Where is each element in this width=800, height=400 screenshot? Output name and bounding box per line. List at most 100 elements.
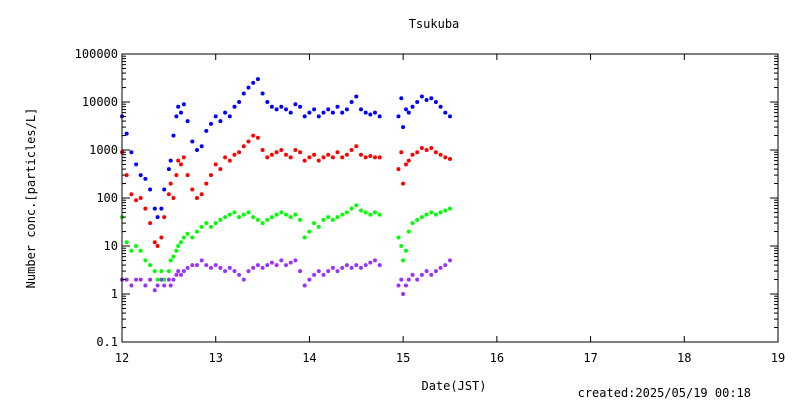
- data-point-series-2: [181, 155, 186, 160]
- data-point-series-1: [138, 173, 143, 178]
- data-point-series-1: [251, 80, 256, 85]
- data-point-series-4: [377, 263, 382, 268]
- data-point-series-1: [298, 104, 303, 109]
- data-point-series-4: [171, 277, 176, 282]
- x-axis-label: Date(JST): [421, 379, 486, 393]
- data-point-series-3: [134, 244, 139, 248]
- data-point-series-4: [373, 258, 377, 263]
- data-point-series-2: [204, 181, 209, 186]
- data-point-series-2: [312, 152, 317, 157]
- data-point-series-3: [368, 212, 373, 217]
- data-point-series-2: [255, 135, 260, 140]
- data-point-series-4: [213, 263, 218, 268]
- data-point-series-1: [448, 114, 452, 119]
- data-point-series-1: [241, 91, 246, 96]
- data-point-series-1: [368, 112, 373, 117]
- data-point-series-3: [241, 212, 246, 217]
- data-point-series-2: [129, 192, 134, 197]
- data-point-series-1: [293, 102, 298, 107]
- data-point-series-4: [284, 263, 288, 268]
- data-point-series-2: [218, 167, 223, 172]
- data-point-series-3: [401, 258, 406, 263]
- data-point-series-1: [354, 94, 359, 99]
- y-axis-label: Number conc.[particles/L]: [24, 108, 38, 289]
- data-point-series-2: [176, 158, 181, 163]
- data-point-series-2: [368, 154, 373, 158]
- data-point-series-1: [166, 167, 171, 172]
- data-point-series-2: [415, 150, 420, 155]
- data-point-series-3: [159, 269, 164, 274]
- data-point-series-3: [179, 240, 183, 245]
- data-point-series-1: [377, 114, 382, 119]
- data-point-series-2: [195, 196, 199, 200]
- data-point-series-1: [260, 91, 265, 96]
- data-point-series-4: [143, 283, 148, 288]
- data-point-series-1: [199, 144, 204, 149]
- created-timestamp: created:2025/05/19 00:18: [578, 386, 751, 400]
- data-point-series-4: [134, 277, 139, 282]
- data-point-series-2: [260, 148, 265, 152]
- data-point-series-3: [265, 217, 270, 222]
- data-point-series-1: [171, 133, 176, 138]
- data-point-series-4: [185, 265, 190, 270]
- data-point-series-3: [424, 212, 429, 217]
- data-point-series-3: [406, 229, 411, 234]
- data-point-series-4: [363, 263, 368, 268]
- data-point-series-2: [335, 150, 340, 155]
- data-point-series-4: [307, 277, 312, 282]
- data-point-series-1: [443, 110, 448, 115]
- y-tick-label: 100000: [75, 47, 118, 61]
- data-point-series-4: [438, 265, 443, 270]
- data-point-series-4: [152, 288, 157, 293]
- data-point-series-2: [199, 192, 204, 197]
- data-point-series-3: [251, 215, 256, 220]
- data-point-series-3: [443, 208, 448, 213]
- data-point-series-4: [227, 265, 232, 270]
- data-point-series-2: [265, 155, 270, 160]
- x-tick-label: 18: [677, 351, 691, 365]
- data-point-series-3: [213, 221, 218, 226]
- data-point-series-1: [429, 96, 434, 101]
- data-point-series-2: [143, 206, 148, 211]
- data-point-series-1: [190, 139, 195, 144]
- data-point-series-4: [260, 265, 265, 270]
- data-point-series-1: [179, 110, 183, 115]
- data-point-series-4: [232, 269, 237, 274]
- data-point-series-3: [307, 229, 312, 234]
- data-point-series-2: [354, 144, 359, 149]
- data-point-series-4: [429, 272, 434, 277]
- data-point-series-4: [204, 263, 209, 268]
- data-point-series-3: [166, 269, 171, 274]
- data-point-series-4: [424, 269, 429, 274]
- data-point-series-3: [288, 215, 293, 220]
- x-tick-label: 14: [302, 351, 316, 365]
- data-point-series-4: [354, 263, 359, 268]
- data-point-series-1: [419, 94, 424, 99]
- data-point-series-2: [419, 146, 424, 150]
- data-point-series-4: [265, 263, 270, 268]
- data-point-series-4: [330, 265, 335, 270]
- data-point-series-4: [148, 277, 153, 282]
- data-point-series-4: [255, 263, 260, 268]
- data-point-series-1: [195, 148, 199, 152]
- data-point-series-1: [399, 96, 404, 101]
- data-point-series-1: [174, 114, 179, 119]
- data-point-series-3: [340, 212, 345, 217]
- data-point-series-3: [344, 210, 349, 215]
- data-point-series-2: [124, 173, 129, 178]
- data-point-series-4: [321, 272, 326, 277]
- data-point-series-2: [223, 155, 228, 160]
- data-point-series-4: [190, 263, 195, 268]
- data-point-series-3: [260, 221, 265, 226]
- y-tick-label: 100: [96, 191, 118, 205]
- data-point-series-2: [209, 173, 213, 178]
- data-point-series-4: [293, 258, 298, 263]
- data-point-series-3: [246, 210, 251, 215]
- data-point-series-3: [404, 248, 408, 253]
- data-point-series-3: [168, 258, 173, 263]
- data-point-series-1: [227, 114, 232, 119]
- data-point-series-1: [363, 110, 368, 115]
- data-point-series-1: [415, 100, 420, 104]
- data-point-series-4: [168, 283, 173, 288]
- data-point-series-2: [443, 155, 448, 160]
